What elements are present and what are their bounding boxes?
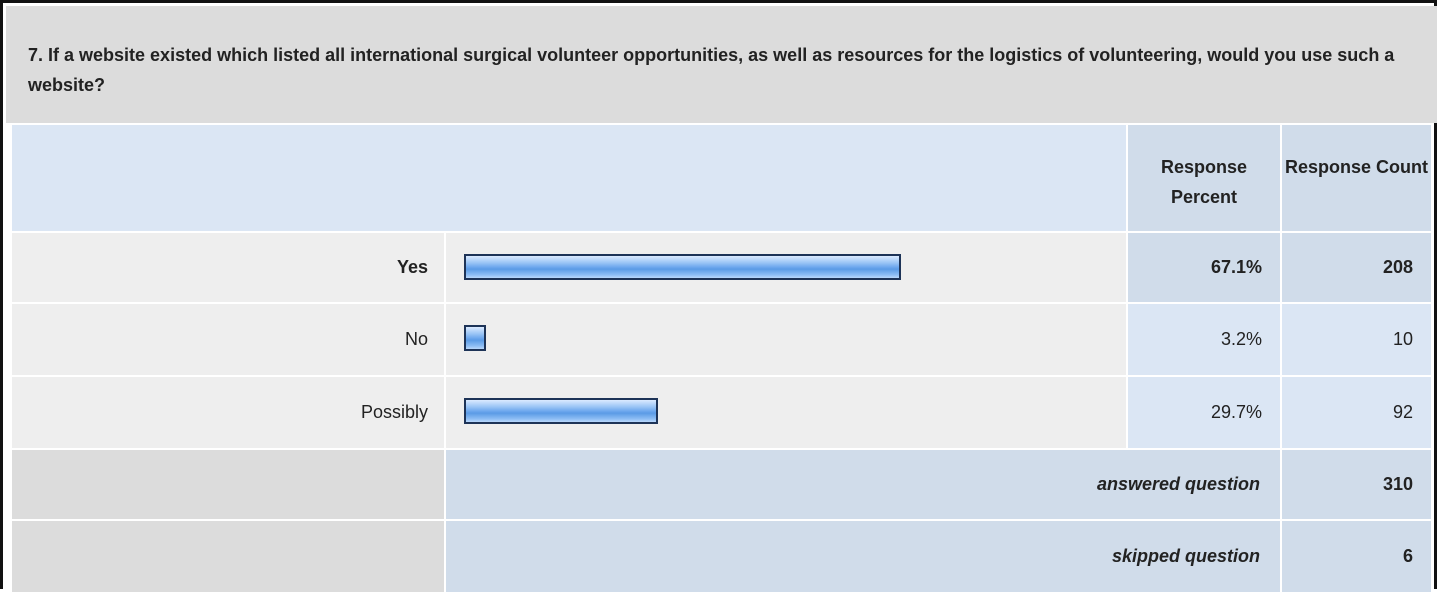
row-count-cell-yes: 208 xyxy=(1282,233,1431,302)
skipped-label-cell: skipped question xyxy=(446,521,1280,592)
answered-question-value: 310 xyxy=(1382,474,1413,494)
header-response-count: Response Count xyxy=(1282,125,1431,231)
row-bar-cell-possibly xyxy=(446,377,1126,448)
row-label-cell-no: No xyxy=(12,304,444,375)
skipped-question-value: 6 xyxy=(1402,546,1413,566)
answered-question-label: answered question xyxy=(1096,474,1260,494)
row-count-yes: 208 xyxy=(1382,257,1413,277)
row-bar-cell-yes xyxy=(446,233,1126,302)
row-label-possibly: Possibly xyxy=(360,402,428,422)
row-count-no: 10 xyxy=(1392,329,1413,349)
row-percent-yes: 67.1% xyxy=(1210,257,1262,277)
answered-blank-cell xyxy=(12,450,444,519)
skipped-question-label: skipped question xyxy=(1111,546,1260,566)
header-blank-cell xyxy=(12,125,1126,231)
answered-value-cell: 310 xyxy=(1282,450,1431,519)
question-header: 7. If a website existed which listed all… xyxy=(6,6,1437,123)
skipped-value-cell: 6 xyxy=(1282,521,1431,592)
row-label-cell-possibly: Possibly xyxy=(12,377,444,448)
response-bar-yes xyxy=(464,254,901,280)
row-percent-cell-no: 3.2% xyxy=(1128,304,1280,375)
row-label-cell-yes: Yes xyxy=(12,233,444,302)
response-bar-no xyxy=(464,325,486,351)
question-text: 7. If a website existed which listed all… xyxy=(28,45,1395,95)
skipped-blank-cell xyxy=(12,521,444,592)
row-label-no: No xyxy=(404,329,428,349)
row-count-possibly: 92 xyxy=(1392,402,1413,422)
row-percent-no: 3.2% xyxy=(1220,329,1262,349)
response-percent-label: Response Percent xyxy=(1160,157,1248,207)
row-count-cell-possibly: 92 xyxy=(1282,377,1431,448)
response-bar-possibly xyxy=(464,398,658,424)
row-label-yes: Yes xyxy=(396,257,428,277)
row-count-cell-no: 10 xyxy=(1282,304,1431,375)
row-percent-cell-yes: 67.1% xyxy=(1128,233,1280,302)
row-percent-cell-possibly: 29.7% xyxy=(1128,377,1280,448)
response-count-label: Response Count xyxy=(1284,157,1428,177)
answered-label-cell: answered question xyxy=(446,450,1280,519)
row-bar-cell-no xyxy=(446,304,1126,375)
row-percent-possibly: 29.7% xyxy=(1210,402,1262,422)
header-response-percent: Response Percent xyxy=(1128,125,1280,231)
